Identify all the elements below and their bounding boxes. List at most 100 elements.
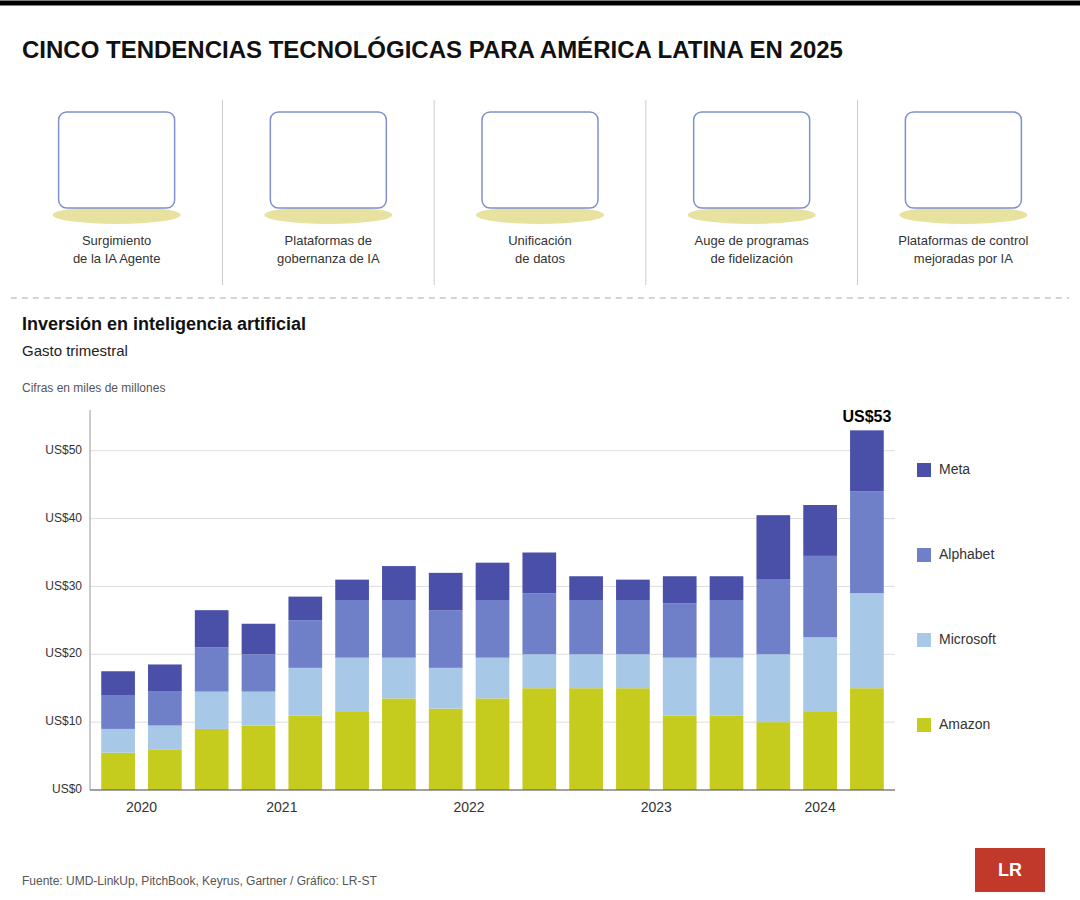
bar-segment (335, 712, 369, 790)
x-tick-label: 2023 (641, 799, 672, 815)
bar-segment (382, 566, 416, 600)
bar-segment (288, 597, 322, 621)
bar-segment (335, 600, 369, 658)
legend-swatch (917, 633, 931, 647)
x-tick-label: 2024 (805, 799, 836, 815)
bar-segment (616, 600, 650, 654)
icon-box (482, 112, 598, 208)
bar-segment (803, 505, 837, 556)
icon-separator (645, 100, 646, 285)
y-ticks: US$0US$10US$20US$30US$40US$50 (45, 443, 82, 796)
bar-segment (522, 654, 556, 688)
y-tick-label: US$50 (45, 443, 82, 457)
bar-segment (663, 603, 697, 657)
bar-segment (288, 620, 322, 668)
icons: Surgimientode la IA Agente Plataformas de… (53, 100, 1029, 285)
bar-segment (569, 654, 603, 688)
bar-segment (850, 593, 884, 688)
bar-segment (663, 715, 697, 790)
icon-box (694, 112, 810, 208)
icon-label-line: Unificación (508, 233, 572, 248)
bar-segment (616, 688, 650, 790)
bar-segment (476, 698, 510, 790)
bar-segment (242, 624, 276, 655)
logo-text: LR (998, 860, 1022, 880)
bar-segment (663, 576, 697, 603)
bar-segment (148, 692, 182, 726)
source: Fuente: UMD-LinkUp, PitchBook, Keyrus, G… (22, 874, 377, 888)
icon-separator (434, 100, 435, 285)
bar-segment (148, 664, 182, 691)
icon-box (270, 112, 386, 208)
y-tick-label: US$40 (45, 511, 82, 525)
bar-segment (195, 692, 229, 729)
bar-segment (710, 600, 744, 658)
legend-label: Meta (939, 461, 970, 477)
grid-line (90, 450, 895, 451)
x-labels: 2020 2021 2022 2023 2024 (126, 799, 836, 815)
icon-label: Plataformas de gobernanza de IA (277, 233, 380, 266)
icon-separator (222, 100, 223, 285)
bar-segment (195, 648, 229, 692)
bar-segment (850, 430, 884, 491)
legend: MetaAlphabetMicrosoftAmazon (917, 461, 996, 732)
bar-segment (148, 726, 182, 750)
icon-label: Auge de programasde fidelización (695, 233, 810, 266)
bar-segment (756, 580, 790, 655)
icon-label-line: Plataformas de control (898, 233, 1028, 248)
x-tick-label: 2021 (266, 799, 297, 815)
legend-swatch (917, 463, 931, 477)
y-axis-line (90, 410, 91, 790)
bar-segment (756, 722, 790, 790)
y-tick-label: US$20 (45, 646, 82, 660)
annotation: US$53 (842, 408, 891, 425)
bars (101, 430, 884, 790)
icon-label-line: gobernanza de IA (277, 251, 380, 266)
bar-segment (382, 658, 416, 699)
icon-separator (857, 100, 858, 285)
bar-segment (616, 580, 650, 600)
bar-segment (382, 698, 416, 790)
bar-segment (242, 726, 276, 790)
bar-segment (616, 654, 650, 688)
bar-segment (569, 600, 603, 654)
background (0, 0, 1080, 900)
header-title: CINCO TENDENCIAS TECNOLÓGICAS PARA AMÉRI… (22, 36, 843, 63)
chart-subtitle: Gasto trimestral (22, 342, 128, 359)
legend-label: Microsoft (939, 631, 996, 647)
icon-label-line: Auge de programas (695, 233, 810, 248)
icon-label-line: mejoradas por IA (914, 251, 1013, 266)
y-tick-label: US$0 (52, 782, 82, 796)
legend-label: Alphabet (939, 546, 994, 562)
icon-label-line: Surgimiento (82, 233, 151, 248)
chart-title: Inversión en inteligencia artificial (22, 314, 306, 334)
grid-line (90, 790, 895, 791)
bar-segment (429, 610, 463, 668)
bar-segment (429, 573, 463, 610)
bar-segment (382, 600, 416, 658)
x-tick-label: 2022 (454, 799, 485, 815)
bar-segment (101, 695, 135, 729)
icon-box (905, 112, 1021, 208)
icon-box (59, 112, 175, 208)
bar-segment (101, 671, 135, 695)
bar-segment (335, 658, 369, 712)
bar-segment (288, 715, 322, 790)
bar-segment (522, 593, 556, 654)
y-tick-label: US$30 (45, 579, 82, 593)
x-axis-line (90, 790, 895, 791)
legend-swatch (917, 548, 931, 562)
bar-segment (476, 563, 510, 600)
bar-segment (476, 600, 510, 658)
icon-label: Surgimientode la IA Agente (73, 233, 160, 266)
bar-segment (850, 688, 884, 790)
bar-segment (803, 712, 837, 790)
icon-label-line: Plataformas de (285, 233, 372, 248)
bar-segment (148, 749, 182, 790)
x-tick-label: 2020 (126, 799, 157, 815)
header-rule (0, 1, 1080, 6)
bar-segment (288, 668, 322, 716)
icon-label: Unificaciónde datos (508, 233, 572, 266)
bar-segment (663, 658, 697, 716)
legend-swatch (917, 718, 931, 732)
